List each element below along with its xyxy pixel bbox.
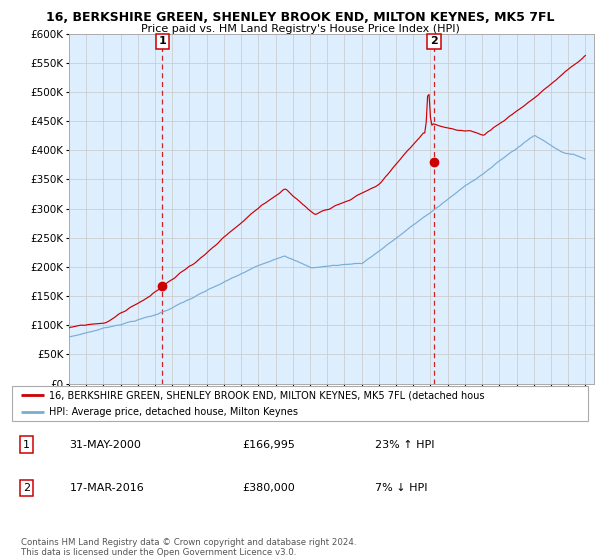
Text: 16, BERKSHIRE GREEN, SHENLEY BROOK END, MILTON KEYNES, MK5 7FL: 16, BERKSHIRE GREEN, SHENLEY BROOK END, … xyxy=(46,11,554,24)
Text: Price paid vs. HM Land Registry's House Price Index (HPI): Price paid vs. HM Land Registry's House … xyxy=(140,24,460,34)
Text: HPI: Average price, detached house, Milton Keynes: HPI: Average price, detached house, Milt… xyxy=(49,407,298,417)
Text: 1: 1 xyxy=(23,440,30,450)
Text: 23% ↑ HPI: 23% ↑ HPI xyxy=(375,440,434,450)
Text: £166,995: £166,995 xyxy=(242,440,295,450)
Text: 17-MAR-2016: 17-MAR-2016 xyxy=(70,483,145,493)
Text: £380,000: £380,000 xyxy=(242,483,295,493)
Text: 7% ↓ HPI: 7% ↓ HPI xyxy=(375,483,427,493)
Text: 2: 2 xyxy=(430,36,438,46)
Text: 16, BERKSHIRE GREEN, SHENLEY BROOK END, MILTON KEYNES, MK5 7FL (detached hous: 16, BERKSHIRE GREEN, SHENLEY BROOK END, … xyxy=(49,390,485,400)
Text: 2: 2 xyxy=(23,483,30,493)
Text: Contains HM Land Registry data © Crown copyright and database right 2024.
This d: Contains HM Land Registry data © Crown c… xyxy=(21,538,356,557)
Text: 31-MAY-2000: 31-MAY-2000 xyxy=(70,440,142,450)
Text: 1: 1 xyxy=(158,36,166,46)
